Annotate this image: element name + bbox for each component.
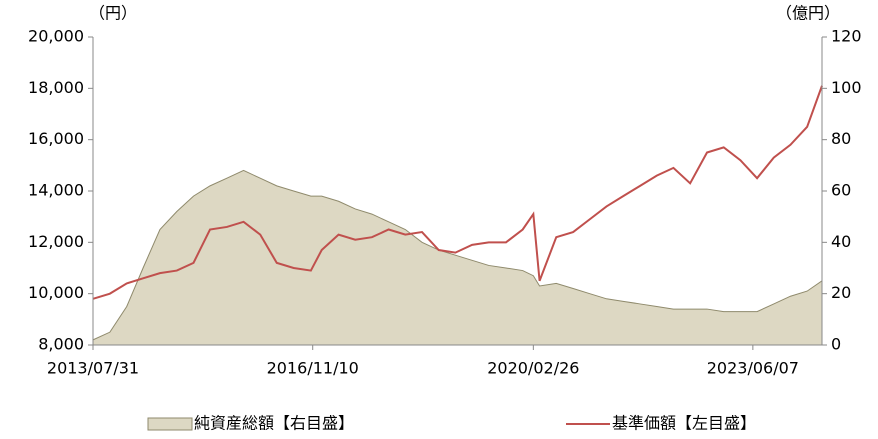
y2-tick-label: 100 [831,78,862,97]
y-tick-label: 12,000 [28,232,84,251]
y2-tick-label: 20 [831,283,851,302]
y2-tick-label: 40 [831,232,851,251]
line [92,85,823,300]
x-tick-label: 2020/02/26 [487,359,579,378]
y-tick-label: 18,000 [28,78,84,97]
legend-label: 純資産総額【右目盛】 [194,414,354,433]
y-tick-label: 10,000 [28,283,84,302]
y2-tick-label: 60 [831,181,851,200]
area [92,169,823,346]
y-tick-label: 20,000 [28,27,84,46]
y-tick-label: 16,000 [28,129,84,148]
x-tick-label: 2023/06/07 [707,359,799,378]
x-tick-label: 2016/11/10 [267,359,359,378]
y2-axis-label: （億円） [776,4,840,23]
y2-tick-label: 120 [831,27,862,46]
y-axis-label: （円） [89,4,137,23]
legend-label: 基準価額【左目盛】 [612,414,756,433]
legend-swatch [147,417,193,431]
y2-tick-label: 0 [831,335,841,354]
y-tick-label: 8,000 [38,335,84,354]
y2-tick-label: 80 [831,129,851,148]
y-tick-label: 14,000 [28,181,84,200]
x-tick-label: 2013/07/31 [47,359,139,378]
